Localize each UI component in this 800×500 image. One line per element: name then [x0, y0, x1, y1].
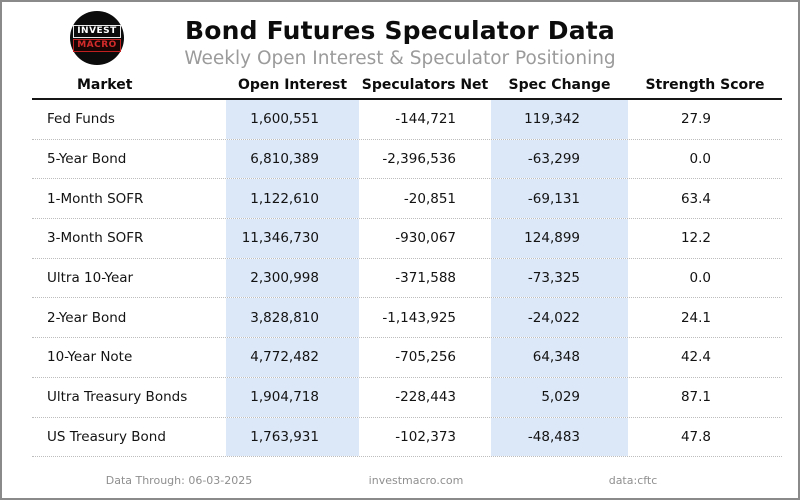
market-cell: 1-Month SOFR — [47, 190, 144, 207]
table-row: Ultra 10-Year 2,300,998 -371,588 -73,325… — [32, 258, 782, 299]
market-cell: Ultra 10-Year — [47, 270, 134, 287]
table-row: 2-Year Bond 3,828,810 -1,143,925 -24,022… — [32, 298, 782, 339]
table-row: Fed Funds 1,600,551 -144,721 119,342 27.… — [32, 100, 782, 140]
strength-score-cell: 0.0 — [689, 151, 711, 168]
market-cell: 2-Year Bond — [47, 309, 127, 326]
speculators-net-cell: -2,396,536 — [382, 151, 456, 168]
open-interest-cell: 1,600,551 — [226, 100, 359, 139]
strength-score-cell: 63.4 — [680, 190, 711, 207]
open-interest-cell: 11,346,730 — [226, 219, 359, 258]
open-interest-cell: 6,810,389 — [226, 139, 359, 179]
column-header-market: Market — [77, 77, 133, 93]
open-interest-cell: 3,828,810 — [226, 298, 359, 338]
footer: Data Through: 06-03-2025 investmacro.com… — [2, 467, 798, 495]
speculators-net-cell: -20,851 — [403, 190, 456, 207]
table-row: 1-Month SOFR 1,122,610 -20,851 -69,131 6… — [32, 179, 782, 220]
speculators-net-cell: -930,067 — [395, 230, 456, 247]
market-cell: 5-Year Bond — [47, 151, 127, 168]
strength-score-cell: 27.9 — [680, 111, 711, 128]
spec-change-cell: -69,131 — [491, 179, 628, 219]
table-row: 5-Year Bond 6,810,389 -2,396,536 -63,299… — [32, 139, 782, 180]
speculators-net-cell: -144,721 — [395, 111, 456, 128]
market-cell: Fed Funds — [47, 111, 115, 128]
market-cell: 10-Year Note — [47, 349, 133, 366]
speculators-net-cell: -102,373 — [395, 428, 456, 445]
column-header-spec-change: Spec Change — [508, 77, 611, 93]
footer-data-through: Data Through: 06-03-2025 — [105, 474, 253, 487]
strength-score-cell: 87.1 — [680, 389, 711, 406]
market-cell: Ultra Treasury Bonds — [47, 389, 188, 406]
table-header-row: Market Open Interest Speculators Net Spe… — [32, 72, 782, 100]
speculator-table: Market Open Interest Speculators Net Spe… — [32, 72, 782, 458]
open-interest-cell: 2,300,998 — [226, 258, 359, 298]
column-header-strength-score: Strength Score — [645, 77, 765, 93]
spec-change-cell: 119,342 — [491, 100, 628, 139]
spec-change-cell: -73,325 — [491, 258, 628, 298]
open-interest-cell: 1,904,718 — [226, 377, 359, 417]
table-row: US Treasury Bond 1,763,931 -102,373 -48,… — [32, 417, 782, 458]
logo-macro-text: MACRO — [73, 38, 121, 52]
table-row: 3-Month SOFR 11,346,730 -930,067 124,899… — [32, 219, 782, 259]
spec-change-cell: 5,029 — [491, 377, 628, 417]
column-header-open-interest: Open Interest — [237, 77, 348, 93]
speculators-net-cell: -1,143,925 — [382, 309, 456, 326]
header: INVEST MACRO Bond Futures Speculator Dat… — [2, 2, 798, 69]
page-subtitle: Weekly Open Interest & Speculator Positi… — [184, 48, 616, 69]
strength-score-cell: 0.0 — [689, 270, 711, 287]
speculators-net-cell: -228,443 — [395, 389, 456, 406]
page-title: Bond Futures Speculator Data — [185, 16, 615, 45]
open-interest-cell: 4,772,482 — [226, 338, 359, 377]
table-body: Fed Funds 1,600,551 -144,721 119,342 27.… — [32, 100, 782, 458]
strength-score-cell: 42.4 — [680, 349, 711, 366]
speculators-net-cell: -371,588 — [395, 270, 456, 287]
open-interest-cell: 1,122,610 — [226, 179, 359, 219]
speculators-net-cell: -705,256 — [395, 349, 456, 366]
market-cell: 3-Month SOFR — [47, 230, 144, 247]
table-row: 10-Year Note 4,772,482 -705,256 64,348 4… — [32, 338, 782, 378]
footer-website: investmacro.com — [368, 474, 464, 487]
spec-change-cell: -48,483 — [491, 417, 628, 457]
investmacro-logo: INVEST MACRO — [70, 11, 124, 65]
table-row: Ultra Treasury Bonds 1,904,718 -228,443 … — [32, 377, 782, 418]
market-cell: US Treasury Bond — [47, 428, 166, 445]
spec-change-cell: -24,022 — [491, 298, 628, 338]
spec-change-cell: -63,299 — [491, 139, 628, 179]
strength-score-cell: 24.1 — [680, 309, 711, 326]
column-header-speculators-net: Speculators Net — [361, 77, 489, 93]
open-interest-cell: 1,763,931 — [226, 417, 359, 457]
logo-invest-text: INVEST — [73, 24, 121, 38]
spec-change-cell: 64,348 — [491, 338, 628, 377]
spec-change-cell: 124,899 — [491, 219, 628, 258]
footer-data-source: data:cftc — [608, 474, 658, 487]
strength-score-cell: 12.2 — [680, 230, 711, 247]
strength-score-cell: 47.8 — [680, 428, 711, 445]
